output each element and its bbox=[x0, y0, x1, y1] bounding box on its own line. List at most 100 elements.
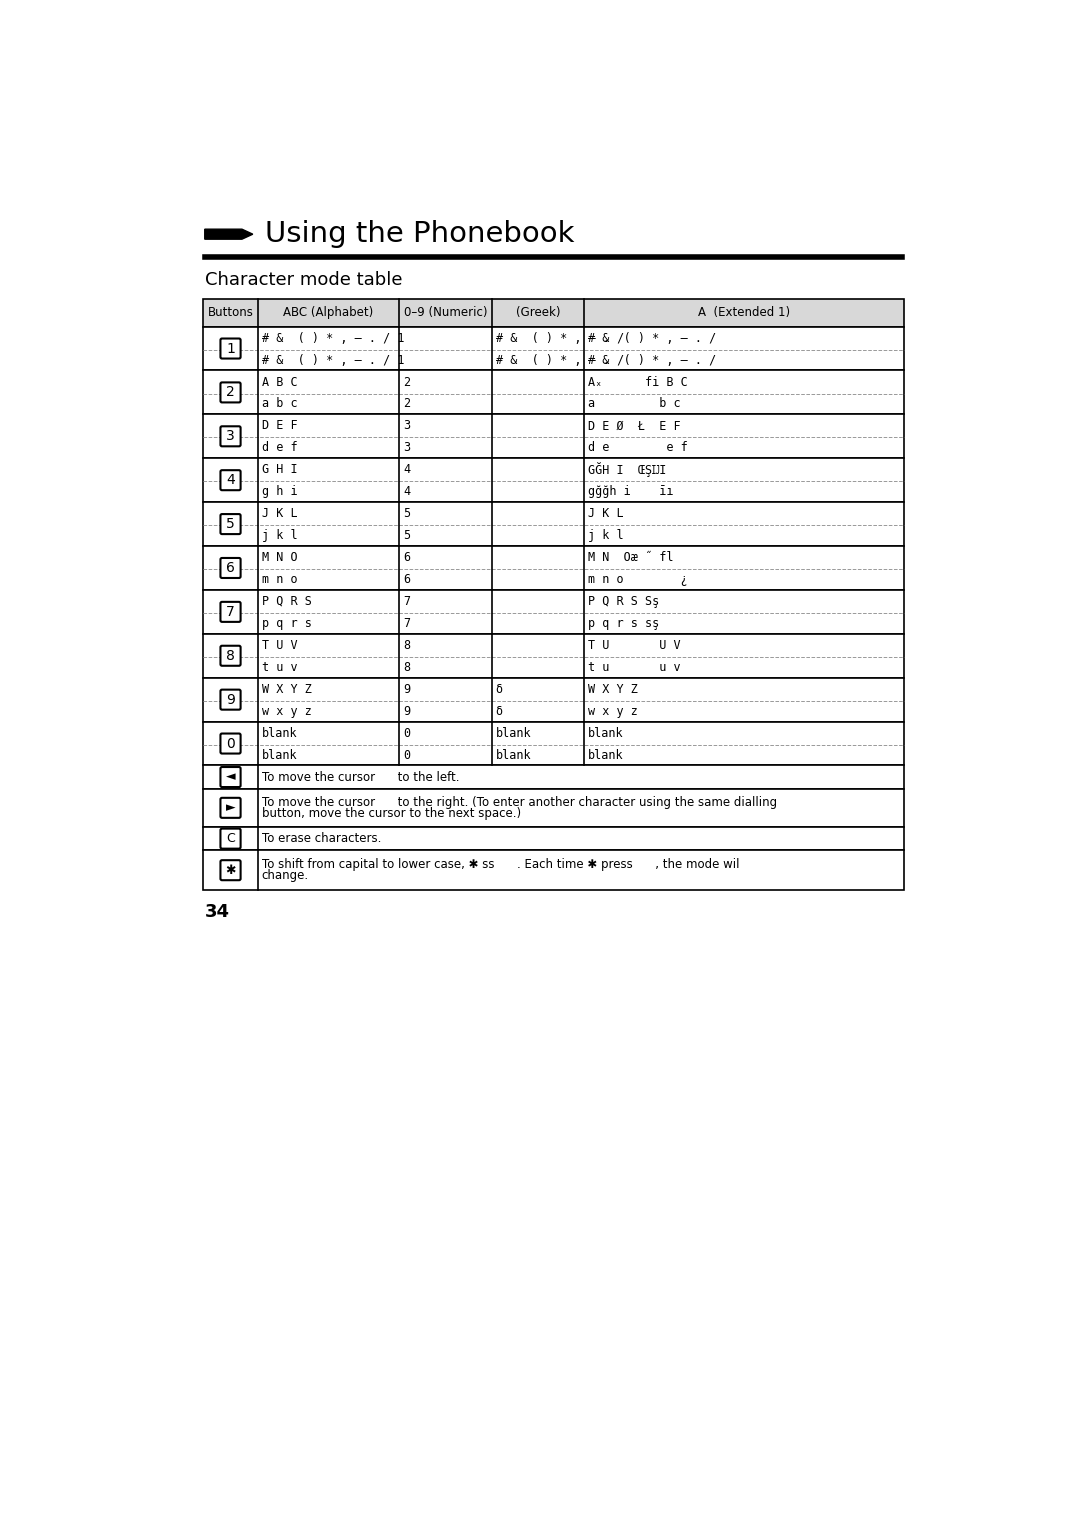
Text: 4: 4 bbox=[226, 474, 234, 487]
FancyBboxPatch shape bbox=[220, 471, 241, 490]
Text: 8: 8 bbox=[403, 639, 410, 652]
Text: p q r s: p q r s bbox=[261, 617, 312, 630]
FancyBboxPatch shape bbox=[220, 860, 241, 880]
Bar bbox=[203, 503, 904, 545]
FancyBboxPatch shape bbox=[220, 426, 241, 446]
Text: 7: 7 bbox=[403, 594, 410, 608]
Text: M N O: M N O bbox=[261, 552, 297, 564]
Text: 1: 1 bbox=[226, 342, 235, 356]
Bar bbox=[203, 545, 904, 590]
FancyBboxPatch shape bbox=[220, 767, 241, 787]
Bar bbox=[203, 458, 904, 503]
Text: Aₓ      fi B C: Aₓ fi B C bbox=[589, 376, 688, 388]
Bar bbox=[203, 766, 904, 788]
Text: w x y z: w x y z bbox=[261, 704, 312, 718]
Text: 9: 9 bbox=[403, 683, 410, 695]
Text: C: C bbox=[226, 833, 234, 845]
FancyBboxPatch shape bbox=[220, 828, 241, 848]
Bar bbox=[203, 414, 904, 458]
Text: # &  ( ) * , — . / 1: # & ( ) * , — . / 1 bbox=[261, 353, 404, 367]
Text: 3: 3 bbox=[226, 429, 234, 443]
Text: Character mode table: Character mode table bbox=[205, 272, 402, 289]
Text: W X Y Z: W X Y Z bbox=[261, 683, 312, 695]
Text: 5: 5 bbox=[226, 516, 234, 532]
Text: blank: blank bbox=[589, 749, 624, 761]
Bar bbox=[203, 590, 904, 634]
Text: 8: 8 bbox=[226, 649, 235, 663]
Text: d e        e f: d e e f bbox=[589, 442, 688, 454]
FancyBboxPatch shape bbox=[220, 513, 241, 535]
Text: 6: 6 bbox=[403, 573, 410, 587]
Text: ◄: ◄ bbox=[226, 770, 235, 784]
Text: 0: 0 bbox=[403, 727, 410, 740]
Text: GĞH I  ŒŞĲI: GĞH I ŒŞĲI bbox=[589, 463, 666, 477]
Text: P Q R S Sş: P Q R S Sş bbox=[589, 594, 660, 608]
Bar bbox=[203, 370, 904, 414]
FancyBboxPatch shape bbox=[220, 646, 241, 666]
Text: To erase characters.: To erase characters. bbox=[261, 833, 381, 845]
Text: 3: 3 bbox=[403, 419, 410, 432]
Text: 0: 0 bbox=[226, 736, 234, 750]
Text: J K L: J K L bbox=[261, 507, 297, 520]
Text: 3: 3 bbox=[403, 442, 410, 454]
Text: T U V: T U V bbox=[261, 639, 297, 652]
Text: J K L: J K L bbox=[589, 507, 624, 520]
Text: 4: 4 bbox=[403, 463, 410, 477]
Text: change.: change. bbox=[261, 869, 309, 883]
Text: # &  ( ) * , — . /: # & ( ) * , — . / bbox=[496, 332, 624, 345]
Text: j k l: j k l bbox=[589, 529, 624, 542]
Text: 9: 9 bbox=[403, 704, 410, 718]
Text: blank: blank bbox=[261, 749, 297, 761]
Text: 5: 5 bbox=[403, 529, 410, 542]
Text: δ: δ bbox=[496, 683, 503, 695]
Text: blank: blank bbox=[496, 727, 531, 740]
Text: t u       u v: t u u v bbox=[589, 660, 680, 674]
Text: t u v: t u v bbox=[261, 660, 297, 674]
Text: 6: 6 bbox=[226, 561, 235, 575]
Bar bbox=[203, 721, 904, 766]
Text: Buttons: Buttons bbox=[207, 306, 254, 319]
FancyBboxPatch shape bbox=[220, 733, 241, 753]
Bar bbox=[203, 827, 904, 850]
Text: 0–9 (Numeric): 0–9 (Numeric) bbox=[404, 306, 487, 319]
Bar bbox=[203, 678, 904, 721]
Bar bbox=[203, 788, 904, 827]
FancyBboxPatch shape bbox=[220, 558, 241, 578]
Text: 34: 34 bbox=[205, 903, 230, 921]
Bar bbox=[203, 327, 904, 370]
Text: 0: 0 bbox=[403, 749, 410, 761]
FancyBboxPatch shape bbox=[220, 689, 241, 709]
FancyBboxPatch shape bbox=[220, 339, 241, 359]
Text: G H I: G H I bbox=[261, 463, 297, 477]
Text: a         b c: a b c bbox=[589, 397, 680, 411]
Text: m n o        ¿: m n o ¿ bbox=[589, 573, 688, 587]
Text: 6: 6 bbox=[403, 552, 410, 564]
Text: button, move the cursor to the next space.): button, move the cursor to the next spac… bbox=[261, 807, 521, 821]
Text: 2: 2 bbox=[403, 376, 410, 388]
Text: To move the cursor      to the right. (To enter another character using the same: To move the cursor to the right. (To ent… bbox=[261, 796, 777, 808]
FancyBboxPatch shape bbox=[220, 602, 241, 622]
Bar bbox=[203, 299, 904, 327]
Text: D E F: D E F bbox=[261, 419, 297, 432]
Text: g h i: g h i bbox=[261, 486, 297, 498]
Text: gğğh i    īı: gğğh i īı bbox=[589, 486, 674, 498]
Text: p q r s sş: p q r s sş bbox=[589, 617, 660, 630]
Text: D E Ø  Ł  E F: D E Ø Ł E F bbox=[589, 419, 680, 432]
Text: # &  ( ) * , — . / 1: # & ( ) * , — . / 1 bbox=[261, 332, 404, 345]
Text: d e f: d e f bbox=[261, 442, 297, 454]
Bar bbox=[203, 634, 904, 678]
Text: 5: 5 bbox=[403, 507, 410, 520]
Text: 2: 2 bbox=[403, 397, 410, 411]
Text: 9: 9 bbox=[226, 692, 235, 706]
Text: 7: 7 bbox=[403, 617, 410, 630]
Text: A  (Extended 1): A (Extended 1) bbox=[698, 306, 791, 319]
Text: (Greek): (Greek) bbox=[516, 306, 561, 319]
Text: A B C: A B C bbox=[261, 376, 297, 388]
Text: blank: blank bbox=[496, 749, 531, 761]
Text: Using the Phonebook: Using the Phonebook bbox=[266, 220, 575, 248]
Text: 4: 4 bbox=[403, 486, 410, 498]
Bar bbox=[203, 850, 904, 891]
Text: blank: blank bbox=[261, 727, 297, 740]
Text: ✱: ✱ bbox=[226, 863, 235, 877]
Text: 7: 7 bbox=[226, 605, 234, 619]
